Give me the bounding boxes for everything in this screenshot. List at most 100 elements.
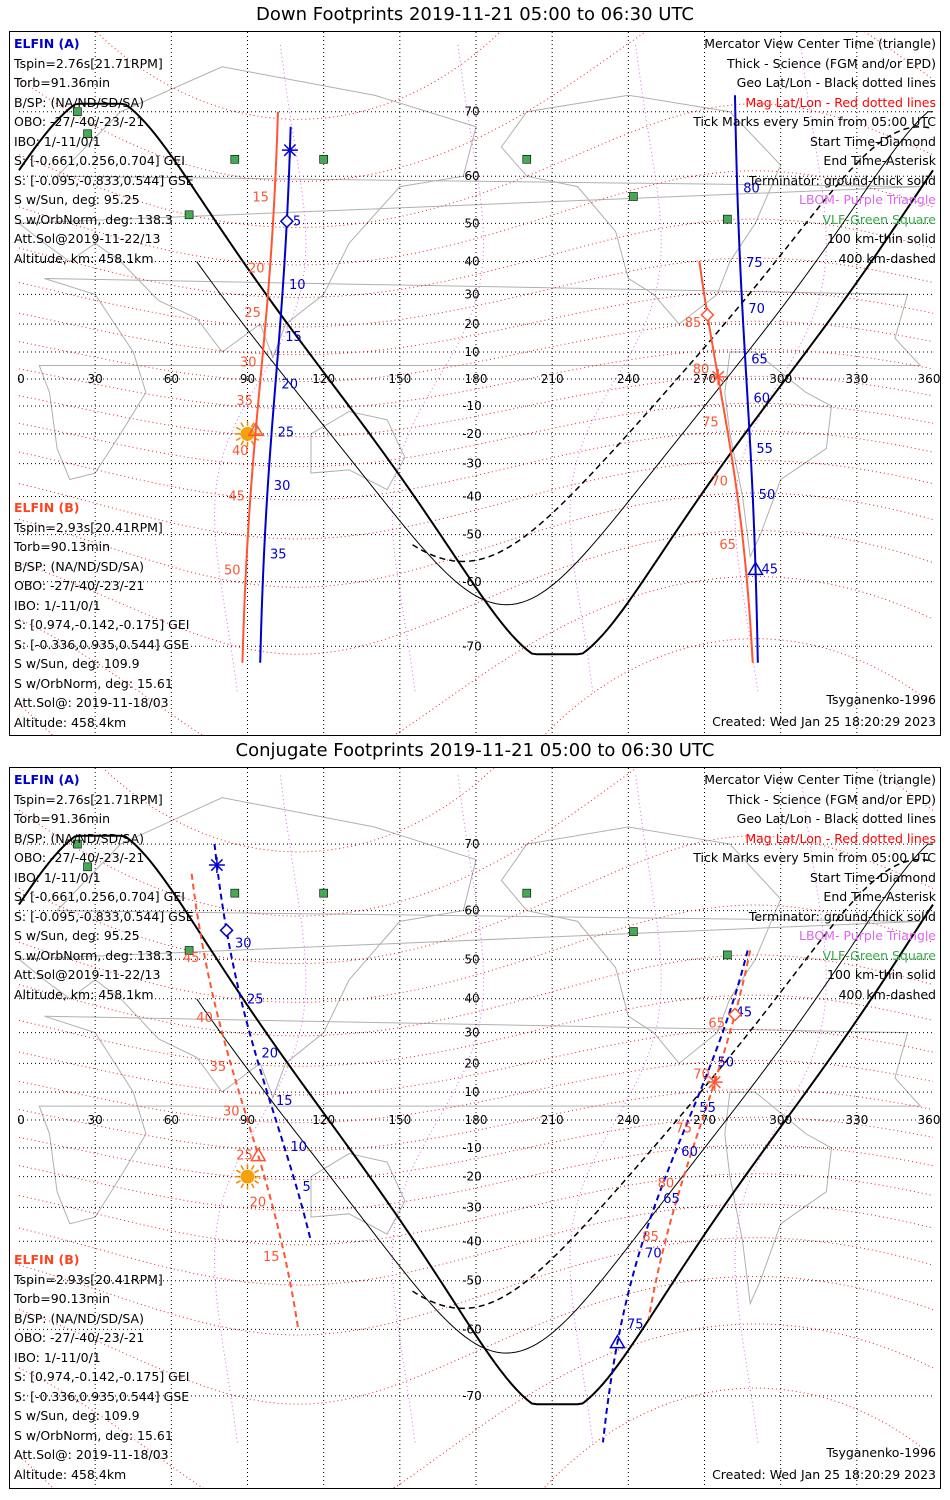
elfin-a-tick-label: 55 xyxy=(699,1101,716,1116)
sun-ray xyxy=(254,1180,260,1184)
lon-tick-label: 150 xyxy=(388,1113,411,1127)
lat-tick-label: -40 xyxy=(462,489,482,503)
info-line: S w/Sun, deg: 95.25 xyxy=(14,928,140,943)
sun-icon xyxy=(240,1169,255,1184)
elfin-a-info: ELFIN (A) Tspin=2.76s[21.71RPM] Torb=91.36… xyxy=(14,34,194,268)
info-line: ELFIN (B) xyxy=(14,1252,80,1267)
lon-tick-label: 30 xyxy=(88,372,103,386)
info-line: Altitude: 458.4km xyxy=(14,714,127,730)
center-triangle xyxy=(249,1147,267,1162)
info-line: Tspin=2.76s[21.71RPM] xyxy=(14,55,163,71)
terminator-400km xyxy=(412,858,931,1310)
mag-parallel xyxy=(18,103,934,228)
info-line: OBO: -27/-40/-23/-21 xyxy=(14,578,145,593)
mag-meridian xyxy=(214,44,307,692)
lon-tick-label: 330 xyxy=(845,372,868,386)
created-label: Created: Wed Jan 25 18:20:29 2023 xyxy=(712,713,936,729)
lon-tick-label: 30 xyxy=(88,1113,103,1127)
lat-tick-label: 20 xyxy=(464,1056,479,1070)
coastline xyxy=(310,410,406,491)
legend-line: 100 km-thin solid xyxy=(827,231,936,246)
lon-tick-label: 240 xyxy=(617,1113,640,1127)
elfin-b-tick-label: 85 xyxy=(642,1230,659,1245)
model-label: Tsyganenko-1996 xyxy=(826,691,936,707)
lat-tick-label: 20 xyxy=(464,317,479,331)
elfin-a-tick-label: 30 xyxy=(274,479,291,494)
mag-parallel xyxy=(18,954,934,1037)
elfin-b-tick-label: 15 xyxy=(252,190,269,205)
legend-line: Tick Marks every 5min from 05:00 UTC xyxy=(693,114,936,129)
legend-line: LBOM- Purple Triangle xyxy=(799,928,936,943)
mag-parallel xyxy=(18,1173,934,1246)
mag-parallel xyxy=(18,1275,934,1405)
lat-tick-label: -70 xyxy=(462,639,482,653)
lon-tick-label: 270 xyxy=(693,1113,716,1127)
vlf-station-square xyxy=(319,888,328,898)
info-line: S: [-0.095,-0.833,0.544] GSE xyxy=(14,908,194,924)
elfin-b-track-2 xyxy=(647,950,752,1319)
lat-tick-label: 30 xyxy=(464,287,479,301)
info-line: Torb=90.13min xyxy=(14,1291,111,1306)
mag-parallel xyxy=(18,1237,934,1336)
center-triangle xyxy=(247,421,265,437)
elfin-a-tick-label: 35 xyxy=(270,547,287,562)
vlf-station-square xyxy=(184,946,194,955)
lat-tick-label: 40 xyxy=(464,992,479,1006)
elfin-a-tick-label: 70 xyxy=(645,1246,662,1261)
terminator-line xyxy=(18,834,934,1406)
legend-line: Mercator View Center Time (triangle) xyxy=(704,772,936,787)
info-line: Att.Sol@: 2019-11-18/03 xyxy=(14,1447,169,1462)
lon-tick-label: 300 xyxy=(769,372,792,386)
info-line: Altitude, km: 458.1km xyxy=(14,250,154,266)
vlf-station-square xyxy=(73,839,82,849)
mag-parallel xyxy=(18,994,934,1067)
panel2-title: Conjugate Footprints 2019-11-21 05:00 to… xyxy=(235,740,715,761)
legend-line: LBOM- Purple Triangle xyxy=(799,192,936,207)
vlf-station-square xyxy=(522,888,532,898)
elfin-b-track xyxy=(190,873,300,1330)
lon-tick-label: 90 xyxy=(240,372,255,386)
info-line: IBO: 1/-11/0/1 xyxy=(14,1349,101,1365)
lon-tick-label: 270 xyxy=(693,372,716,386)
elfin-a-tick-label: 30 xyxy=(235,937,252,952)
lat-tick-label: -50 xyxy=(462,1274,482,1288)
lat-tick-label: -20 xyxy=(462,427,482,441)
legend-line: Terminator: ground-thick solid xyxy=(748,172,936,188)
legend-line: Geo Lat/Lon - Black dotted lines xyxy=(736,75,936,90)
legend-line: Mag Lat/Lon - Red dotted lines xyxy=(745,94,936,110)
sun-ray xyxy=(240,422,245,428)
elfin-a-tick-label: 55 xyxy=(756,442,773,457)
lon-tick-label: 180 xyxy=(465,372,488,386)
mag-parallel xyxy=(18,768,934,917)
start-diamond xyxy=(219,923,234,938)
elfin-a-tick-label: 5 xyxy=(303,1180,311,1195)
info-line: Tspin=2.93s[20.41RPM] xyxy=(14,1271,163,1287)
elfin-a-track-2 xyxy=(601,950,749,1443)
sun-ray xyxy=(240,1165,245,1171)
lat-tick-label: -70 xyxy=(462,1389,482,1403)
elfin-b-tick-label: 85 xyxy=(685,316,702,331)
legend-line: Thick - Science (FGM and/or EPD) xyxy=(727,55,936,71)
legend-line: Thick - Science (FGM and/or EPD) xyxy=(727,791,936,807)
info-line: Torb=91.36min xyxy=(14,811,111,826)
info-line: S: [-0.661,0.256,0.704] GEI xyxy=(14,153,185,168)
elfin-a-tick-label: 50 xyxy=(759,488,776,503)
mag-parallel xyxy=(95,32,501,120)
lat-tick-label: 50 xyxy=(464,216,479,230)
elfin-b-tick-label: 50 xyxy=(224,563,241,578)
info-line: Altitude, km: 458.1km xyxy=(14,986,154,1002)
elfin-b-info: ELFIN (B) Tspin=2.93s[20.41RPM] Torb=90.13… xyxy=(14,1250,189,1484)
mag-meridian xyxy=(734,774,827,1443)
start-diamond xyxy=(700,307,715,322)
info-line: OBO: -27/-40/-23/-21 xyxy=(14,114,145,129)
lat-tick-label: 50 xyxy=(464,952,479,966)
lon-tick-label: 60 xyxy=(164,372,179,386)
elfin-b-tick-label: 75 xyxy=(702,416,719,431)
coastline xyxy=(724,351,832,559)
elfin-a-tick-label: 75 xyxy=(627,1318,644,1333)
elfin-b-tick-label: 65 xyxy=(708,1017,725,1032)
vlf-station-square xyxy=(230,888,240,898)
legend-line: 100 km-thin solid xyxy=(827,967,936,982)
info-line: S w/Sun, deg: 109.9 xyxy=(14,1408,140,1423)
elfin-b-tick-label: 80 xyxy=(693,362,710,377)
